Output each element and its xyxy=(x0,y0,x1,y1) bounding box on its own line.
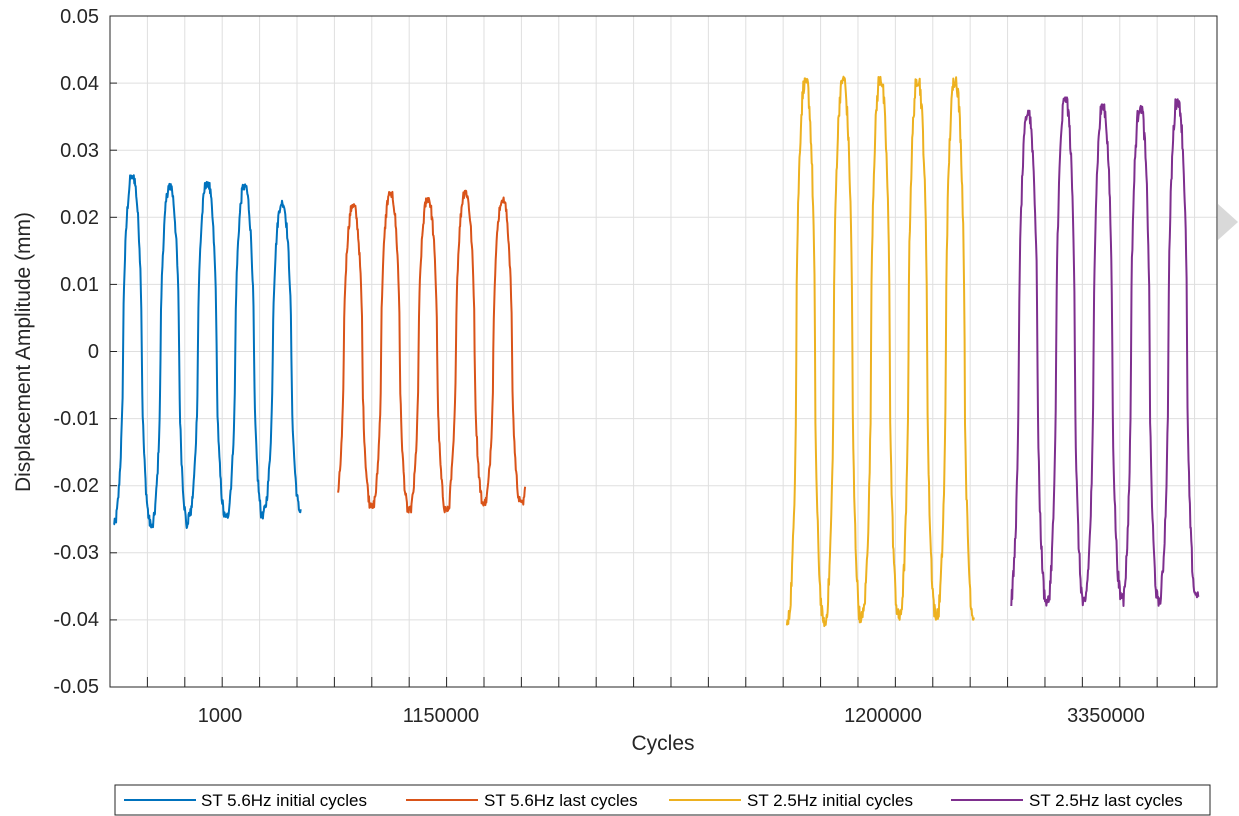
x-tick-label: 1200000 xyxy=(844,705,922,727)
legend: ST 5.6Hz initial cycles ST 5.6Hz last cy… xyxy=(114,784,1211,816)
x-axis-title: Cycles xyxy=(631,732,694,755)
x-tick-label: 1000 xyxy=(198,705,243,727)
y-tick-label: -0.04 xyxy=(53,609,99,631)
next-arrow-icon[interactable] xyxy=(1212,200,1239,244)
legend-label: ST 2.5Hz initial cycles xyxy=(747,791,913,810)
tick-marks xyxy=(110,15,1196,688)
plot-area xyxy=(109,15,1218,688)
y-tick-label: 0.05 xyxy=(60,6,99,28)
y-axis-title: Displacement Amplitude (mm) xyxy=(12,212,35,492)
y-tick-label: 0.02 xyxy=(60,207,99,229)
y-axis-tick-labels: 0.05 0.04 0.03 0.02 0.01 0 -0.01 -0.02 -… xyxy=(53,6,99,698)
legend-label: ST 5.6Hz last cycles xyxy=(484,791,638,810)
legend-box xyxy=(114,784,1211,816)
series-line-4 xyxy=(1010,96,1200,607)
x-tick-label: 1150000 xyxy=(403,705,479,727)
series-layer xyxy=(113,75,1200,628)
series-line-2 xyxy=(337,189,527,514)
y-tick-label: -0.03 xyxy=(53,542,99,564)
legend-label: ST 2.5Hz last cycles xyxy=(1029,791,1183,810)
series-line-1 xyxy=(113,174,302,529)
legend-label: ST 5.6Hz initial cycles xyxy=(201,791,367,810)
x-tick-label: 3350000 xyxy=(1067,705,1145,727)
y-tick-label: 0 xyxy=(88,341,99,363)
x-axis-tick-labels: 1000 1150000 1200000 3350000 xyxy=(198,705,1145,727)
y-tick-label: -0.01 xyxy=(53,408,99,430)
series-line-3 xyxy=(785,75,975,628)
y-tick-label: 0.04 xyxy=(60,73,99,95)
y-tick-label: 0.01 xyxy=(60,274,99,296)
y-tick-label: 0.03 xyxy=(60,140,99,162)
y-tick-label: -0.02 xyxy=(53,475,99,497)
y-tick-label: -0.05 xyxy=(53,676,99,698)
